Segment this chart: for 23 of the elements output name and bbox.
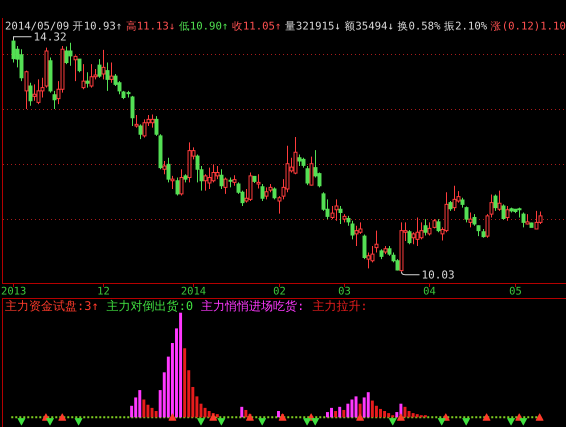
text: 量321915↓ [284, 20, 341, 32]
text: 涨(0.12)1.10 [490, 20, 566, 32]
annotation: 10.03 [422, 268, 455, 282]
text: 换0.58% [397, 20, 442, 32]
text: 振2.10% [444, 20, 488, 32]
series-label: 主力悄悄进场吃货: [201, 299, 304, 313]
text: 开10.93↑ [72, 20, 122, 32]
x-tick-label: 2014 [180, 286, 206, 298]
text: 额35494↓ [344, 20, 394, 32]
x-tick-label: 12 [97, 286, 110, 298]
text: 收11.05↑ [232, 20, 282, 32]
text: 高11.13↓ [126, 20, 176, 32]
text: 2014/05/09 [5, 20, 70, 32]
text: 主力资金试盘:3↑ [5, 299, 99, 313]
text: 主力拉升: [312, 299, 368, 313]
text: 低10.90↑ [178, 20, 228, 32]
x-tick-label: 04 [423, 286, 436, 298]
x-tick-label: 2013 [1, 286, 26, 298]
x-tick-label: 02 [273, 286, 286, 298]
x-tick-label: 05 [509, 286, 522, 298]
x-tick-label: 03 [338, 286, 351, 298]
annotation: 14.32 [34, 30, 67, 44]
text: 主力对倒出货:0 [106, 299, 194, 313]
